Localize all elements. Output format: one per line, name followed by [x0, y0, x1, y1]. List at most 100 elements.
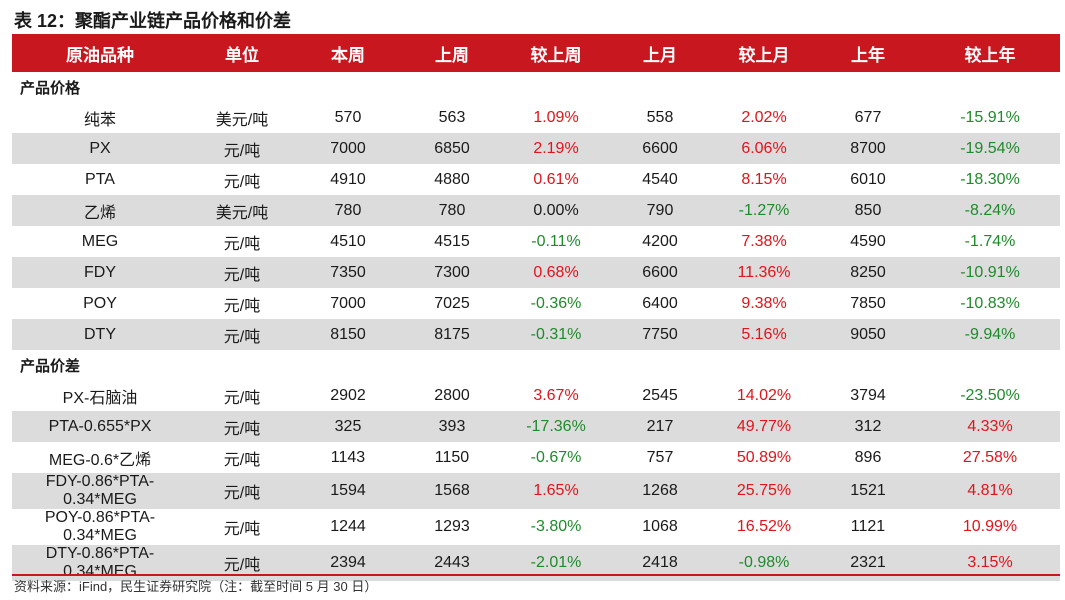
table-cell: 5.16% [712, 319, 816, 350]
table-cell: 8.15% [712, 164, 816, 195]
table-cell: -1.74% [920, 226, 1060, 257]
header-cell: 较上周 [504, 34, 608, 72]
table-row: DTY 元/吨 8150 8175 -0.31% 7750 5.16% 9050 -9.94% [12, 319, 1060, 350]
table-cell: 1568 [400, 473, 504, 509]
table-cell: 0.61% [504, 164, 608, 195]
table-cell: 7.38% [712, 226, 816, 257]
table-cell: 16.52% [712, 509, 816, 545]
table-cell: -1.27% [712, 195, 816, 226]
section-label: 产品价差 [12, 350, 1060, 380]
table-cell: 850 [816, 195, 920, 226]
table-cell: 7750 [608, 319, 712, 350]
table-row: PTA-0.655*PX 元/吨 325 393 -17.36% 217 49.77% 312… [12, 411, 1060, 442]
price-table: 原油品种 单位 本周 上周 较上周 上月 较上月 上年 较上年 产品价格 纯苯 美元… [12, 34, 1060, 581]
table-cell: 元/吨 [188, 473, 296, 509]
table-cell: PTA [12, 164, 188, 195]
table-row: POY-0.86*PTA-0.34*MEG 元/吨 1244 1293 -3.80% 10… [12, 509, 1060, 545]
table-cell: 美元/吨 [188, 102, 296, 133]
table-cell: 6600 [608, 257, 712, 288]
header-row: 原油品种 单位 本周 上周 较上周 上月 较上月 上年 较上年 [12, 34, 1060, 72]
table-cell: 元/吨 [188, 226, 296, 257]
table-cell: 896 [816, 442, 920, 473]
table-cell: 7025 [400, 288, 504, 319]
table-cell: 6010 [816, 164, 920, 195]
table-cell: 4910 [296, 164, 400, 195]
table-cell: 2545 [608, 380, 712, 411]
table-cell: 2.02% [712, 102, 816, 133]
table-cell: 9.38% [712, 288, 816, 319]
table-cell: 563 [400, 102, 504, 133]
bottom-divider [12, 574, 1060, 576]
table-cell: -10.83% [920, 288, 1060, 319]
table-cell: 8150 [296, 319, 400, 350]
header-cell: 单位 [188, 34, 296, 72]
table-cell: 7300 [400, 257, 504, 288]
table-cell: -0.67% [504, 442, 608, 473]
table-cell: 393 [400, 411, 504, 442]
table-cell: 3794 [816, 380, 920, 411]
table-cell: DTY [12, 319, 188, 350]
table-cell: 677 [816, 102, 920, 133]
table-cell: 1143 [296, 442, 400, 473]
table-cell: 10.99% [920, 509, 1060, 545]
table-row: MEG-0.6*乙烯 元/吨 1143 1150 -0.67% 757 50.89% 896 2… [12, 442, 1060, 473]
header-cell: 上年 [816, 34, 920, 72]
table-cell: 元/吨 [188, 509, 296, 545]
table-cell: 4200 [608, 226, 712, 257]
table-cell: 4880 [400, 164, 504, 195]
table-cell: 6.06% [712, 133, 816, 164]
table-cell: 1293 [400, 509, 504, 545]
table-cell: 1268 [608, 473, 712, 509]
table-cell: 49.77% [712, 411, 816, 442]
table-cell: 6400 [608, 288, 712, 319]
table-cell: 元/吨 [188, 257, 296, 288]
table-cell: -0.36% [504, 288, 608, 319]
table-cell: MEG [12, 226, 188, 257]
table-cell: 11.36% [712, 257, 816, 288]
table-cell: 7000 [296, 288, 400, 319]
table-cell: 790 [608, 195, 712, 226]
table-cell: 312 [816, 411, 920, 442]
table-cell: 元/吨 [188, 133, 296, 164]
table-cell: 元/吨 [188, 288, 296, 319]
section-header-row: 产品价差 [12, 350, 1060, 380]
table-cell: 美元/吨 [188, 195, 296, 226]
table-row: POY 元/吨 7000 7025 -0.36% 6400 9.38% 7850 -10.83% [12, 288, 1060, 319]
table-cell: PTA-0.655*PX [12, 411, 188, 442]
table-cell: 14.02% [712, 380, 816, 411]
table-row: PTA 元/吨 4910 4880 0.61% 4540 8.15% 6010 -18.30% [12, 164, 1060, 195]
header-cell: 本周 [296, 34, 400, 72]
section-header-row: 产品价格 [12, 72, 1060, 102]
table-cell: 1150 [400, 442, 504, 473]
table-cell: 2.19% [504, 133, 608, 164]
table-row: 乙烯 美元/吨 780 780 0.00% 790 -1.27% 850 -8.24% [12, 195, 1060, 226]
table-cell: 780 [400, 195, 504, 226]
table-cell: 7000 [296, 133, 400, 164]
header-cell: 较上年 [920, 34, 1060, 72]
table-row: MEG 元/吨 4510 4515 -0.11% 4200 7.38% 4590 -1.74% [12, 226, 1060, 257]
table-cell: 8250 [816, 257, 920, 288]
table-cell: FDY [12, 257, 188, 288]
table-cell: -15.91% [920, 102, 1060, 133]
table-cell: FDY-0.86*PTA-0.34*MEG [12, 473, 188, 509]
table-cell: 570 [296, 102, 400, 133]
table-cell: 2800 [400, 380, 504, 411]
table-row: FDY-0.86*PTA-0.34*MEG 元/吨 1594 1568 1.65% 126… [12, 473, 1060, 509]
table-cell: 0.00% [504, 195, 608, 226]
table-title: 表 12：聚酯产业链产品价格和价差 [14, 11, 292, 31]
table-cell: POY [12, 288, 188, 319]
table-row: 纯苯 美元/吨 570 563 1.09% 558 2.02% 677 -15.91% [12, 102, 1060, 133]
table-cell: -3.80% [504, 509, 608, 545]
table-cell: -19.54% [920, 133, 1060, 164]
table-cell: 元/吨 [188, 411, 296, 442]
table-cell: -10.91% [920, 257, 1060, 288]
table-cell: PX-石脑油 [12, 380, 188, 411]
table-cell: 50.89% [712, 442, 816, 473]
table-cell: 7350 [296, 257, 400, 288]
table-row: PX 元/吨 7000 6850 2.19% 6600 6.06% 8700 -19.54% [12, 133, 1060, 164]
table-cell: 217 [608, 411, 712, 442]
table-cell: 元/吨 [188, 380, 296, 411]
table-cell: 1068 [608, 509, 712, 545]
table-cell: 4540 [608, 164, 712, 195]
table-cell: 8175 [400, 319, 504, 350]
